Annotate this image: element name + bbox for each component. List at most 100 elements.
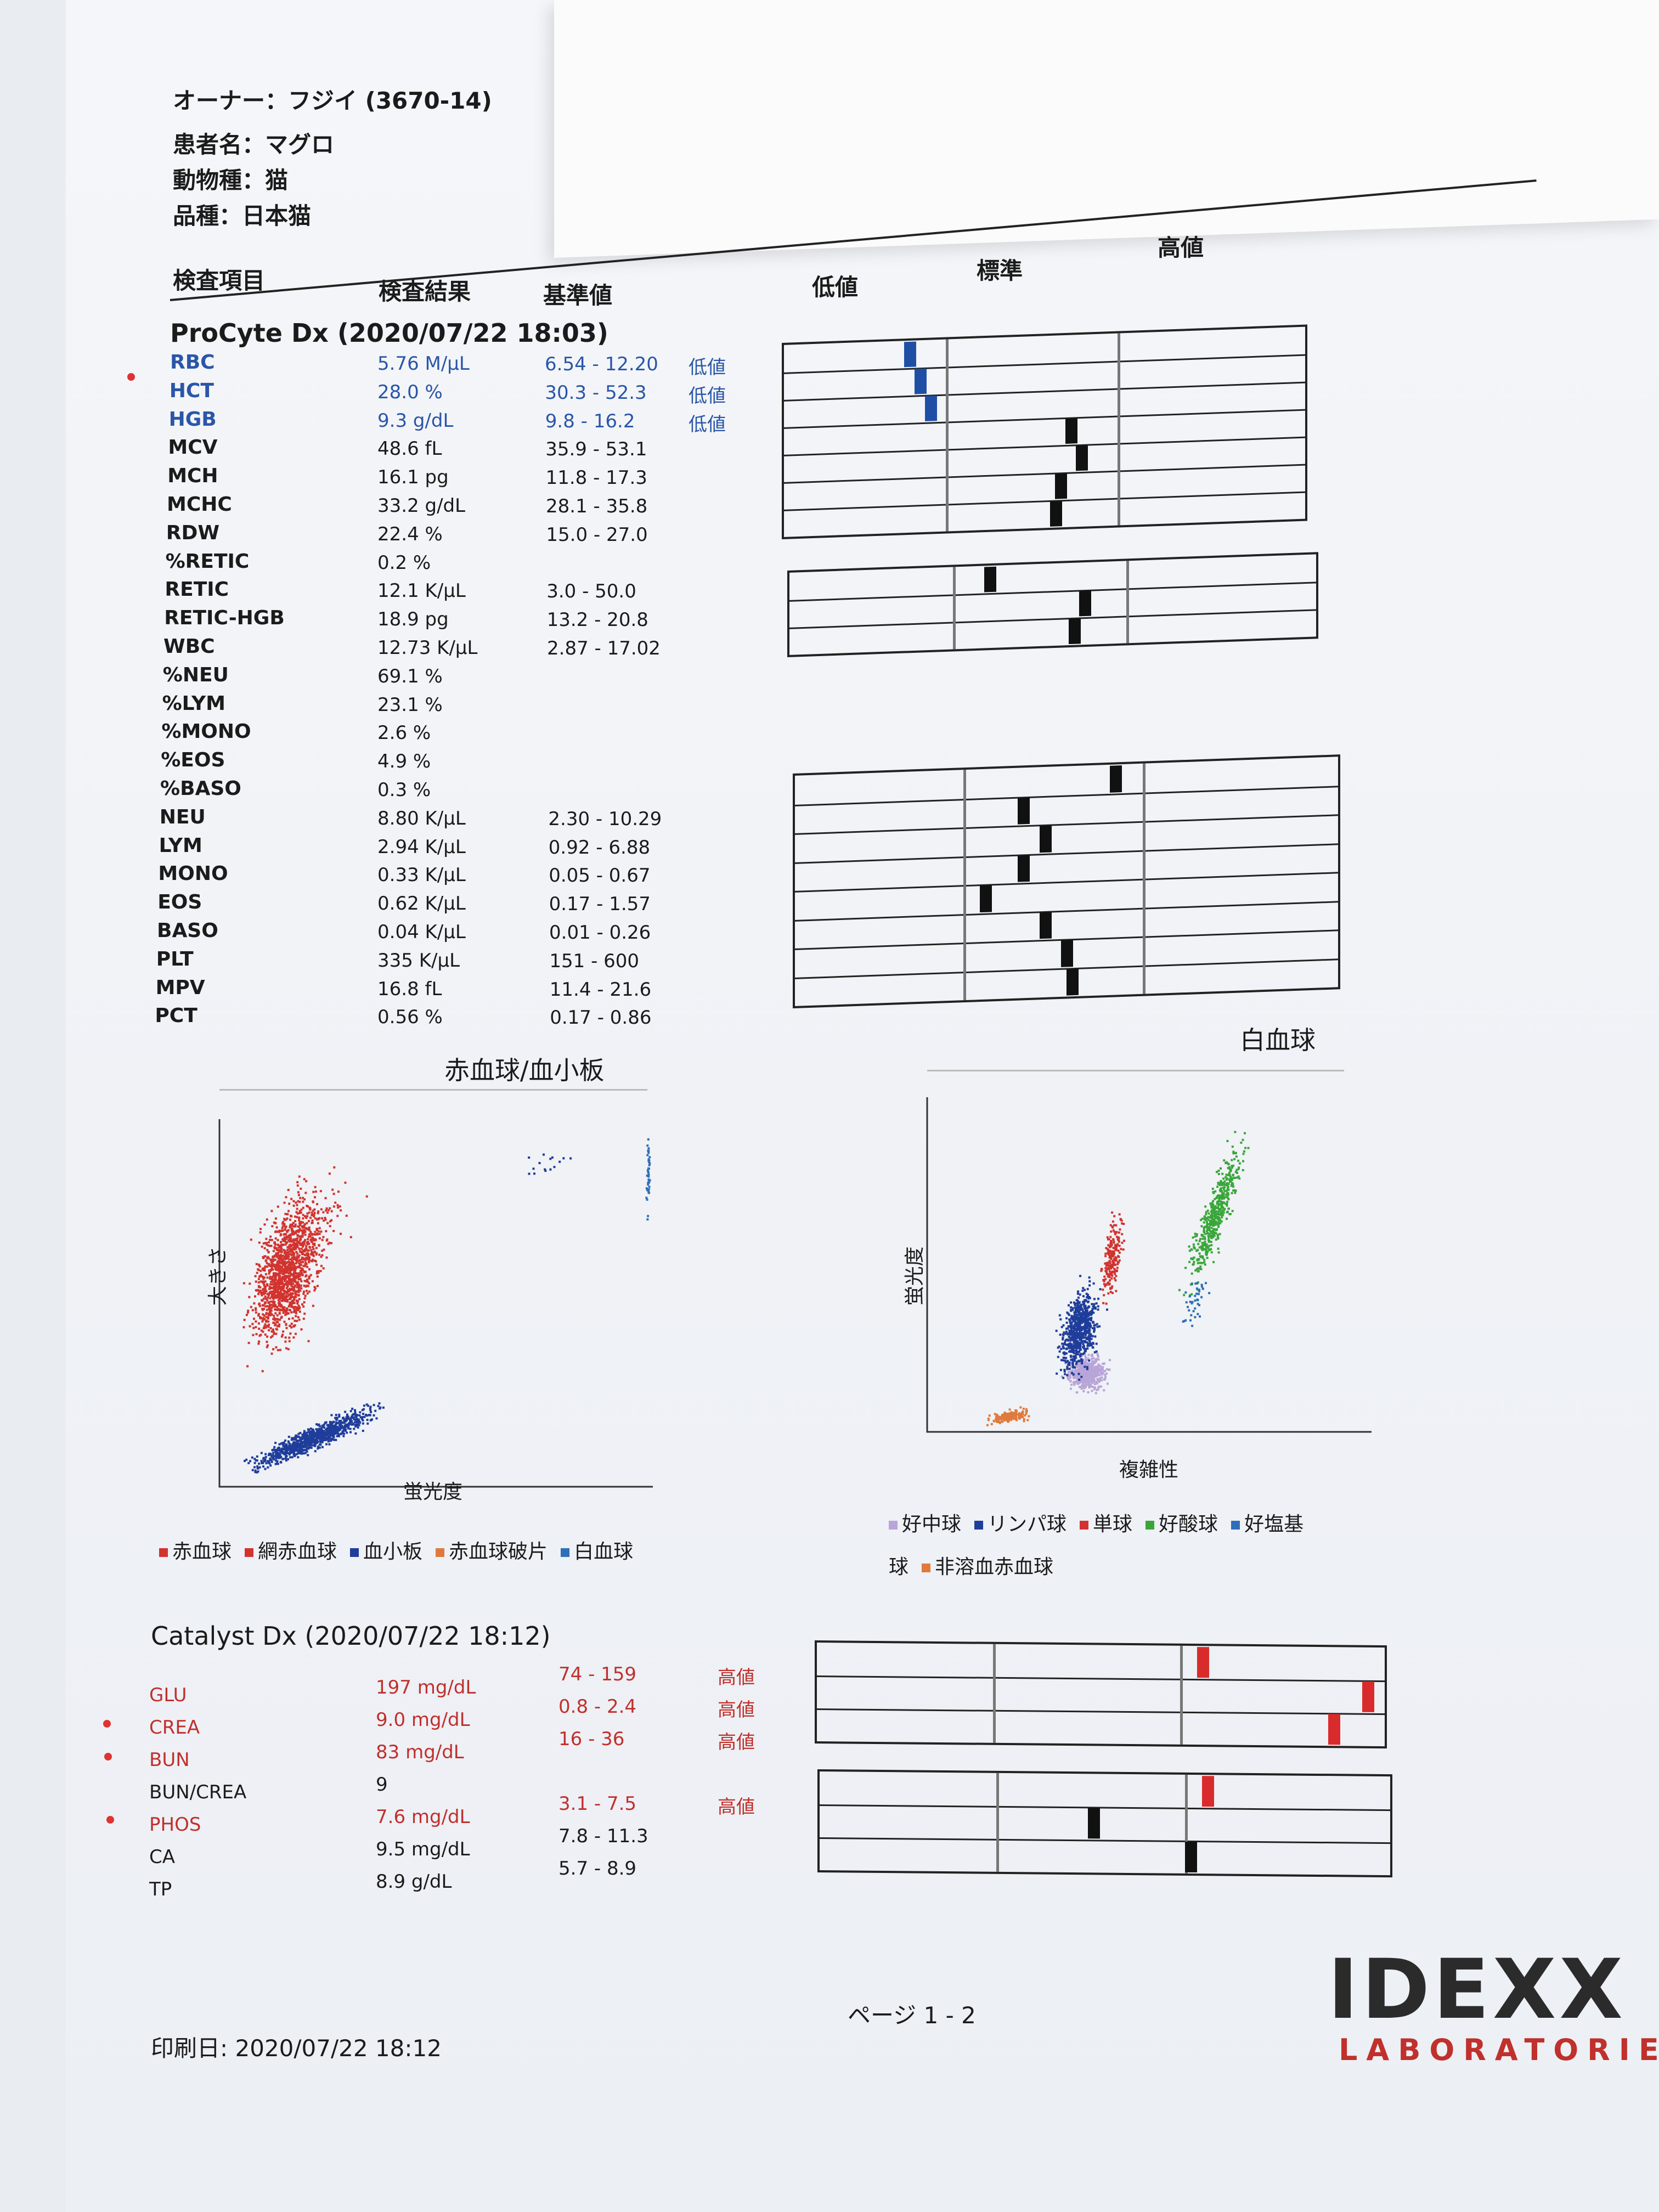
result-marker: [984, 566, 997, 592]
col-low-header: 低値: [812, 274, 859, 301]
test-name: MCH: [167, 465, 218, 488]
test-name: BUN: [149, 1749, 190, 1771]
reference-range: 11.8 - 17.3: [545, 467, 647, 489]
result-marker: [1079, 590, 1091, 617]
basophil-cluster: [1182, 1282, 1211, 1327]
legend-swatch: [350, 1548, 359, 1557]
test-result: 9.5 mg/dL: [376, 1838, 470, 1860]
result-marker: [1065, 418, 1077, 444]
legend-item: 網赤血球: [245, 1541, 337, 1563]
print-date: 印刷日: 2020/07/22 18:12: [151, 2035, 442, 2062]
result-marker: [1201, 1776, 1214, 1807]
reference-range: 151 - 600: [549, 950, 640, 972]
test-result: 335 K/µL: [377, 949, 460, 972]
wbc-legend: 好中球 リンパ球 単球 好酸球 好塩基球 非溶血赤血球: [889, 1503, 1328, 1589]
col-normal-header: 標準: [977, 257, 1023, 284]
gauge-range-divider: [1180, 1645, 1183, 1745]
result-marker: [1110, 765, 1122, 793]
result-marker: [1066, 968, 1079, 996]
test-name: RBC: [170, 351, 215, 374]
test-result: 9.0 mg/dL: [376, 1709, 470, 1731]
result-marker: [924, 396, 937, 421]
gauge-row-line: [817, 1708, 1385, 1716]
reference-range: 0.17 - 1.57: [549, 893, 651, 916]
procyte-title: ProCyte Dx (2020/07/22 18:03): [170, 318, 608, 348]
rbc-chart-title: 赤血球/血小板: [444, 1056, 605, 1085]
reference-range: 5.7 - 8.9: [558, 1858, 637, 1880]
legend-item: 好中球: [889, 1513, 961, 1536]
gauge-range-divider: [952, 567, 956, 650]
reference-range: 35.9 - 53.1: [545, 438, 647, 461]
pen-mark: [106, 1816, 114, 1824]
flag-label: 低値: [689, 385, 726, 407]
reference-range: 28.1 - 35.8: [546, 495, 648, 517]
legend-item: リンパ球: [974, 1513, 1066, 1536]
gauge-row-line: [789, 609, 1316, 629]
wbc-scatter-plot: [926, 1097, 1372, 1433]
test-name: %RETIC: [165, 550, 250, 573]
legend-label: リンパ球: [988, 1513, 1067, 1536]
result-marker: [1328, 1714, 1340, 1745]
range-gauge: [793, 754, 1340, 1008]
reference-range: 3.1 - 7.5: [558, 1793, 637, 1815]
legend-item: 単球: [1080, 1513, 1132, 1536]
reference-range: 0.01 - 0.26: [549, 922, 651, 944]
legend-item: 白血球: [561, 1541, 633, 1563]
test-result: 9.3 g/dL: [377, 409, 454, 432]
legend-label: 好中球: [902, 1513, 962, 1536]
legend-label: 赤血球破片: [449, 1541, 548, 1563]
legend-swatch: [1146, 1521, 1155, 1530]
flag-label: 高値: [718, 1796, 755, 1818]
gauge-range-divider: [996, 1773, 1000, 1872]
test-name: NEU: [159, 805, 206, 828]
gauge-row-line: [795, 785, 1338, 806]
legend-swatch: [159, 1548, 168, 1557]
test-result: 197 mg/dL: [376, 1677, 476, 1699]
test-name: RDW: [166, 521, 220, 544]
retic-cluster: [278, 1166, 368, 1285]
legend-label: 赤血球: [172, 1541, 232, 1563]
pen-mark: [103, 1720, 111, 1728]
test-name: CREA: [149, 1717, 200, 1739]
test-name: WBC: [163, 635, 215, 658]
catalyst-title: Catalyst Dx (2020/07/22 18:12): [151, 1621, 551, 1651]
idexx-logo: IDEXX: [1328, 1942, 1627, 2038]
reference-range: 0.05 - 0.67: [549, 865, 651, 887]
reference-range: 13.2 - 20.8: [546, 609, 648, 631]
test-result: 0.04 K/µL: [377, 921, 466, 943]
test-name: BUN/CREA: [149, 1781, 247, 1803]
result-marker: [1039, 912, 1052, 939]
breed-line: 品種：日本猫: [173, 202, 312, 229]
test-result: 0.62 K/µL: [377, 893, 466, 915]
reference-range: 74 - 159: [558, 1663, 637, 1685]
rbc-y-label: 大きさ: [207, 1246, 230, 1306]
test-result: 0.3 %: [377, 779, 431, 801]
test-name: %LYM: [162, 692, 225, 715]
gauge-row-line: [784, 409, 1305, 429]
page-number: ページ 1 - 2: [848, 2002, 976, 2029]
test-name: %MONO: [161, 720, 251, 743]
result-marker: [1017, 797, 1030, 825]
gauge-row-line: [789, 582, 1316, 602]
test-name: PHOS: [149, 1814, 201, 1836]
reference-range: 6.54 - 12.20: [545, 353, 658, 375]
gauge-row-line: [784, 381, 1305, 402]
col-high-header: 高値: [1158, 234, 1204, 261]
result-marker: [1184, 1841, 1197, 1873]
test-name: %BASO: [160, 777, 241, 800]
range-gauge: [817, 1769, 1392, 1878]
test-name: PLT: [156, 947, 194, 970]
legend-label: 好酸球: [1159, 1513, 1218, 1536]
test-result: 23.1 %: [377, 693, 443, 716]
col-item-header: 検査項目: [173, 267, 266, 294]
legend-swatch: [1231, 1521, 1240, 1530]
gauge-range-divider: [963, 769, 966, 1001]
owner-line: オーナー：フジイ (3670-14): [173, 87, 492, 114]
result-marker: [1049, 501, 1062, 527]
test-result: 8.80 K/µL: [377, 807, 466, 830]
legend-label: 白血球: [574, 1541, 634, 1563]
test-name: MCHC: [167, 493, 232, 516]
range-gauge: [815, 1640, 1387, 1749]
reference-range: 16 - 36: [558, 1728, 625, 1750]
flag-label: 低値: [689, 357, 726, 379]
